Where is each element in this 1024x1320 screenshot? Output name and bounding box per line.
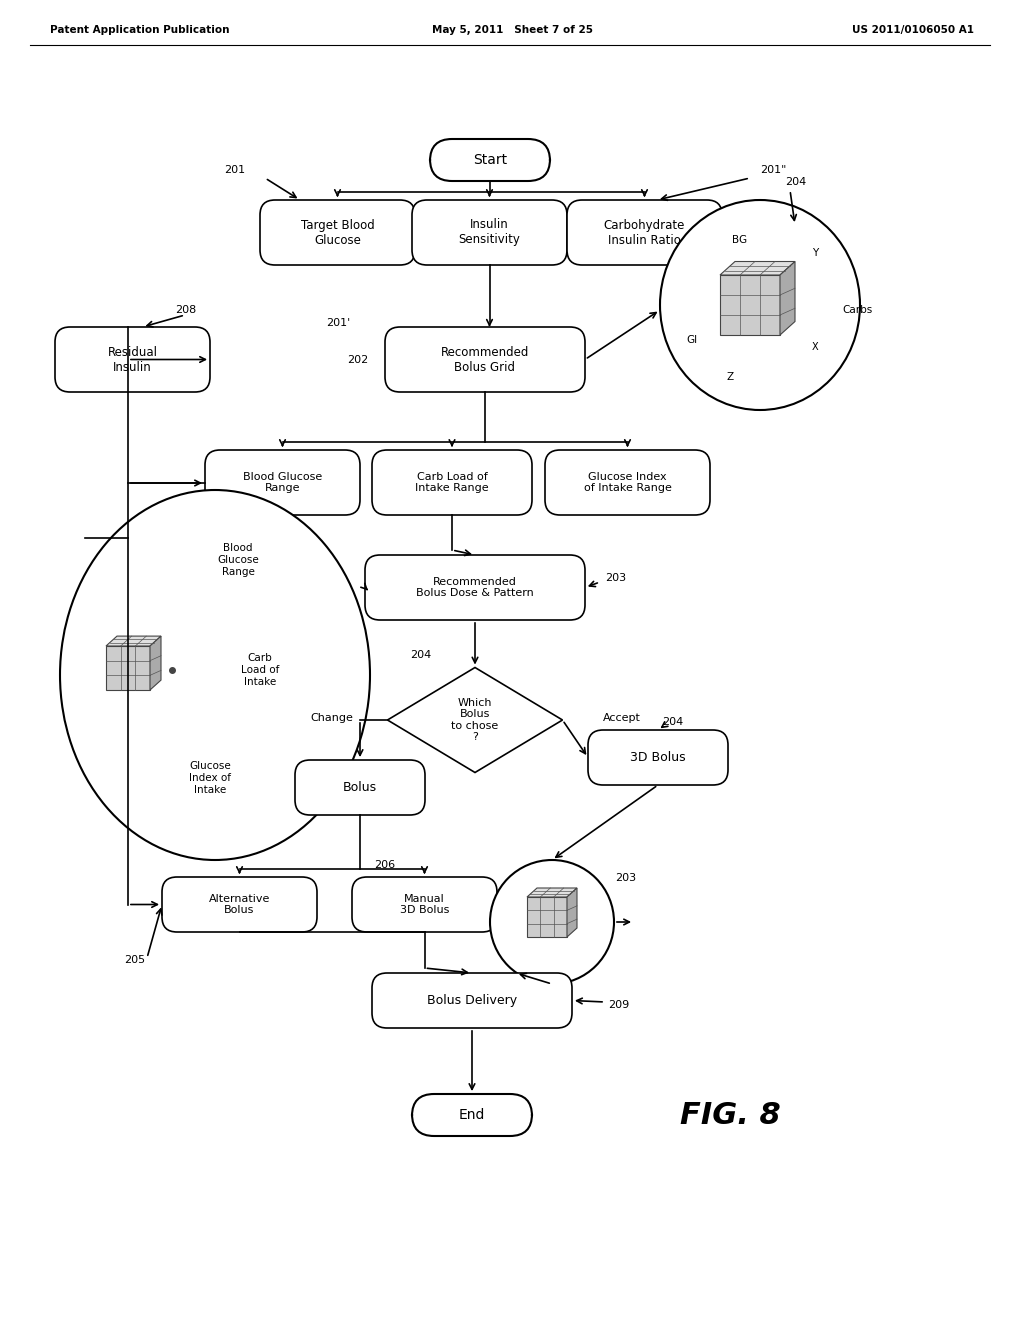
Text: 205: 205 <box>124 954 145 965</box>
Text: 203: 203 <box>615 873 636 883</box>
Text: Bolus: Bolus <box>343 781 377 795</box>
FancyBboxPatch shape <box>260 201 415 265</box>
Text: May 5, 2011   Sheet 7 of 25: May 5, 2011 Sheet 7 of 25 <box>431 25 593 36</box>
Text: Accept: Accept <box>603 713 641 723</box>
FancyBboxPatch shape <box>412 201 567 265</box>
Polygon shape <box>567 888 577 937</box>
FancyBboxPatch shape <box>430 139 550 181</box>
Polygon shape <box>150 636 161 690</box>
Text: Glucose Index
of Intake Range: Glucose Index of Intake Range <box>584 471 672 494</box>
Text: 204: 204 <box>410 649 431 660</box>
Polygon shape <box>780 261 795 335</box>
Polygon shape <box>527 888 577 898</box>
Text: Recommended
Bolus Grid: Recommended Bolus Grid <box>440 346 529 374</box>
Polygon shape <box>720 261 795 275</box>
Text: Recommended
Bolus Dose & Pattern: Recommended Bolus Dose & Pattern <box>416 577 534 598</box>
Text: FIG. 8: FIG. 8 <box>680 1101 780 1130</box>
Text: Carb Load of
Intake Range: Carb Load of Intake Range <box>415 471 488 494</box>
Ellipse shape <box>490 861 614 983</box>
Text: 202: 202 <box>347 355 368 366</box>
Text: Z: Z <box>726 372 733 381</box>
Text: Bolus Delivery: Bolus Delivery <box>427 994 517 1007</box>
Text: Carbs: Carbs <box>842 305 872 315</box>
Text: 201: 201 <box>224 165 245 176</box>
Text: 203: 203 <box>605 573 626 583</box>
Polygon shape <box>106 645 150 690</box>
Text: Target Blood
Glucose: Target Blood Glucose <box>301 219 375 247</box>
Text: Carbohydrate
Insulin Ratio: Carbohydrate Insulin Ratio <box>604 219 685 247</box>
Polygon shape <box>106 636 161 645</box>
Text: GI: GI <box>686 335 697 345</box>
Text: Change: Change <box>310 713 353 723</box>
Polygon shape <box>387 668 562 772</box>
Text: 204: 204 <box>662 717 683 727</box>
Text: Blood
Glucose
Range: Blood Glucose Range <box>217 544 259 577</box>
FancyBboxPatch shape <box>412 1094 532 1137</box>
FancyBboxPatch shape <box>55 327 210 392</box>
Text: Which
Bolus
to chose
?: Which Bolus to chose ? <box>452 697 499 742</box>
Text: End: End <box>459 1107 485 1122</box>
Ellipse shape <box>660 201 860 411</box>
Text: Residual
Insulin: Residual Insulin <box>108 346 158 374</box>
Ellipse shape <box>60 490 370 861</box>
Text: 3D Bolus: 3D Bolus <box>630 751 686 764</box>
FancyBboxPatch shape <box>162 876 317 932</box>
FancyBboxPatch shape <box>365 554 585 620</box>
FancyBboxPatch shape <box>205 450 360 515</box>
Text: Carb
Load of
Intake: Carb Load of Intake <box>241 653 280 686</box>
Text: 201": 201" <box>760 165 786 176</box>
FancyBboxPatch shape <box>545 450 710 515</box>
FancyBboxPatch shape <box>295 760 425 814</box>
Text: Patent Application Publication: Patent Application Publication <box>50 25 229 36</box>
FancyBboxPatch shape <box>352 876 497 932</box>
Text: Glucose
Index of
Intake: Glucose Index of Intake <box>189 762 231 795</box>
FancyBboxPatch shape <box>372 450 532 515</box>
Text: Start: Start <box>473 153 507 168</box>
Text: 208: 208 <box>175 305 197 315</box>
Text: Y: Y <box>812 248 818 257</box>
Text: Manual
3D Bolus: Manual 3D Bolus <box>399 894 450 915</box>
FancyBboxPatch shape <box>385 327 585 392</box>
FancyBboxPatch shape <box>372 973 572 1028</box>
Text: 206: 206 <box>375 861 395 870</box>
Text: 209: 209 <box>608 1001 630 1010</box>
Text: X: X <box>812 342 818 352</box>
FancyBboxPatch shape <box>588 730 728 785</box>
Text: Insulin
Sensitivity: Insulin Sensitivity <box>459 219 520 247</box>
FancyBboxPatch shape <box>567 201 722 265</box>
Text: 201': 201' <box>326 318 350 327</box>
Text: Alternative
Bolus: Alternative Bolus <box>209 894 270 915</box>
Text: Blood Glucose
Range: Blood Glucose Range <box>243 471 323 494</box>
Polygon shape <box>720 275 780 335</box>
Text: US 2011/0106050 A1: US 2011/0106050 A1 <box>852 25 974 36</box>
Polygon shape <box>527 898 567 937</box>
Text: 204: 204 <box>785 177 806 187</box>
Text: BG: BG <box>732 235 748 246</box>
